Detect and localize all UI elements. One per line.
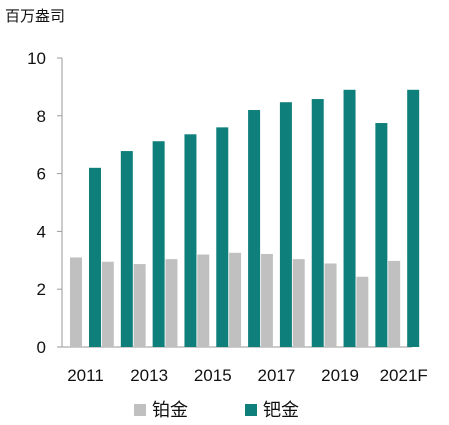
platinum-legend-swatch: [134, 404, 146, 416]
platinum-bar-2016: [229, 252, 242, 347]
palladium-bar-2011: [89, 167, 101, 347]
legend: 铂金 钯金: [134, 400, 299, 421]
platinum-bar-2012: [101, 261, 114, 347]
y-tick-label: 2: [37, 280, 46, 299]
palladium-bar-2019: [343, 89, 356, 347]
x-tick-label: 2013: [130, 366, 168, 385]
platinum-bar-2013: [133, 264, 146, 347]
x-tick-label: 2011: [67, 366, 104, 385]
palladium-bar-2013: [152, 141, 165, 347]
platinum-bar-2018: [292, 259, 305, 347]
x-tick-label: 2017: [257, 366, 295, 385]
palladium-bar-2016: [248, 110, 261, 348]
x-ticks: 2011 2013 2015 2017 2019 2021F: [67, 366, 428, 385]
y-tick-label: 4: [37, 222, 46, 241]
y-tick-label: 0: [37, 338, 46, 357]
palladium-bar-2020: [375, 123, 388, 348]
unit-label: 百万盎司: [5, 7, 65, 25]
y-tick-label: 6: [37, 165, 46, 184]
y-ticks: 0 2 4 6 8 10: [27, 49, 62, 357]
palladium-bar-2018: [311, 99, 324, 348]
x-tick-label: 2019: [321, 366, 359, 385]
platinum-bar-2017: [260, 253, 273, 347]
y-tick-label: 8: [37, 107, 46, 126]
platinum-bar-2020: [356, 276, 369, 347]
palladium-bar-2021F: [407, 89, 420, 347]
bars-group: [70, 89, 420, 348]
platinum-bar-2014: [165, 259, 178, 347]
palladium-bar-2015: [216, 127, 229, 347]
palladium-legend-label: 钯金: [263, 400, 299, 421]
y-tick-label: 10: [27, 49, 46, 68]
palladium-legend-swatch: [245, 404, 257, 416]
x-tick-label: 2021F: [380, 366, 428, 385]
platinum-bar-2015: [197, 254, 210, 347]
platinum-bar-2019: [324, 263, 337, 347]
platinum-bar-2021F: [388, 260, 401, 347]
palladium-bar-2014: [184, 134, 197, 347]
palladium-bar-2017: [279, 102, 292, 347]
platinum-bar-2011: [70, 257, 82, 347]
x-tick-label: 2015: [194, 366, 232, 385]
platinum-legend-label: 铂金: [152, 400, 188, 421]
palladium-bar-2012: [120, 151, 133, 347]
